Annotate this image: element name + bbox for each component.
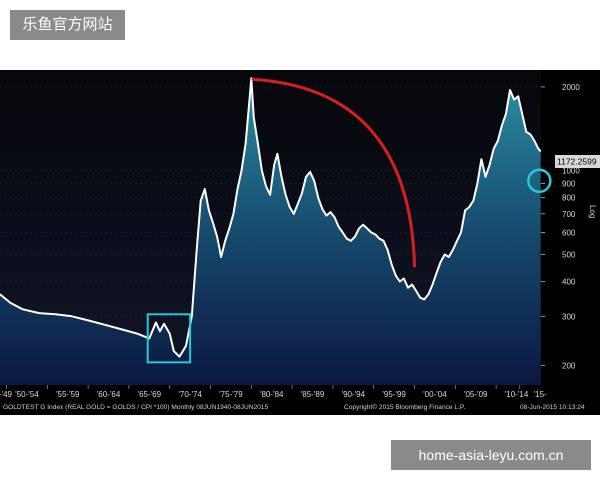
series-area (0, 78, 541, 385)
footer-timestamp: 08-Jun-2015 10:13:24 (520, 404, 585, 411)
x-tick-label: '95-'99 (382, 390, 406, 399)
y-tick-label: 800 (562, 194, 576, 203)
red-arc-annotation (251, 77, 417, 268)
x-tick-label: '85-'89 (301, 390, 325, 399)
y-tick-label: 200 (562, 361, 576, 370)
x-tick-label: '00-'04 (423, 390, 447, 399)
x-tick-label: '60-'64 (97, 390, 121, 399)
x-tick-label: '55-'59 (56, 390, 80, 399)
highlight-box (146, 313, 192, 364)
y-tick-label: 600 (562, 228, 576, 237)
x-tick-label: '50-'54 (15, 390, 39, 399)
y-tick-label: 700 (562, 210, 576, 219)
last-value-label: 1172.2599 (557, 157, 597, 167)
x-tick-label: '65-'69 (138, 390, 162, 399)
y-tick-label: 1000 (562, 167, 580, 176)
watermark-bottom: home-asia-leyu.com.cn (391, 440, 591, 470)
footer-copyright: Copyright© 2015 Bloomberg Finance L.P. (344, 403, 465, 411)
y-tick-label: 900 (562, 179, 576, 188)
y-tick-label: 300 (562, 312, 576, 321)
x-tick-label: '80-'84 (260, 390, 284, 399)
series-line (0, 77, 542, 358)
x-tick-label: '05-'09 (464, 390, 488, 399)
watermark-top: 乐鱼官方网站 (10, 10, 125, 40)
x-tick-label: '70-'74 (178, 390, 202, 399)
x-tick-label: '90-'94 (342, 390, 366, 399)
x-tick-label: '?-'49 (0, 390, 13, 399)
footer-left: GOLDTEST G Index (REAL GOLD = GOLDS / CP… (3, 404, 268, 411)
last-value-box (555, 155, 600, 168)
y-tick-label: 400 (562, 278, 576, 287)
y-tick-label: 2000 (562, 83, 580, 92)
x-tick-label: '15- (534, 390, 547, 399)
y-tick-label: 500 (562, 251, 576, 260)
y-axis-label: Log (588, 205, 597, 218)
highlight-circle (527, 168, 552, 194)
x-tick-label: '75-'79 (219, 390, 243, 399)
x-tick-label: '10-'14 (505, 390, 529, 399)
